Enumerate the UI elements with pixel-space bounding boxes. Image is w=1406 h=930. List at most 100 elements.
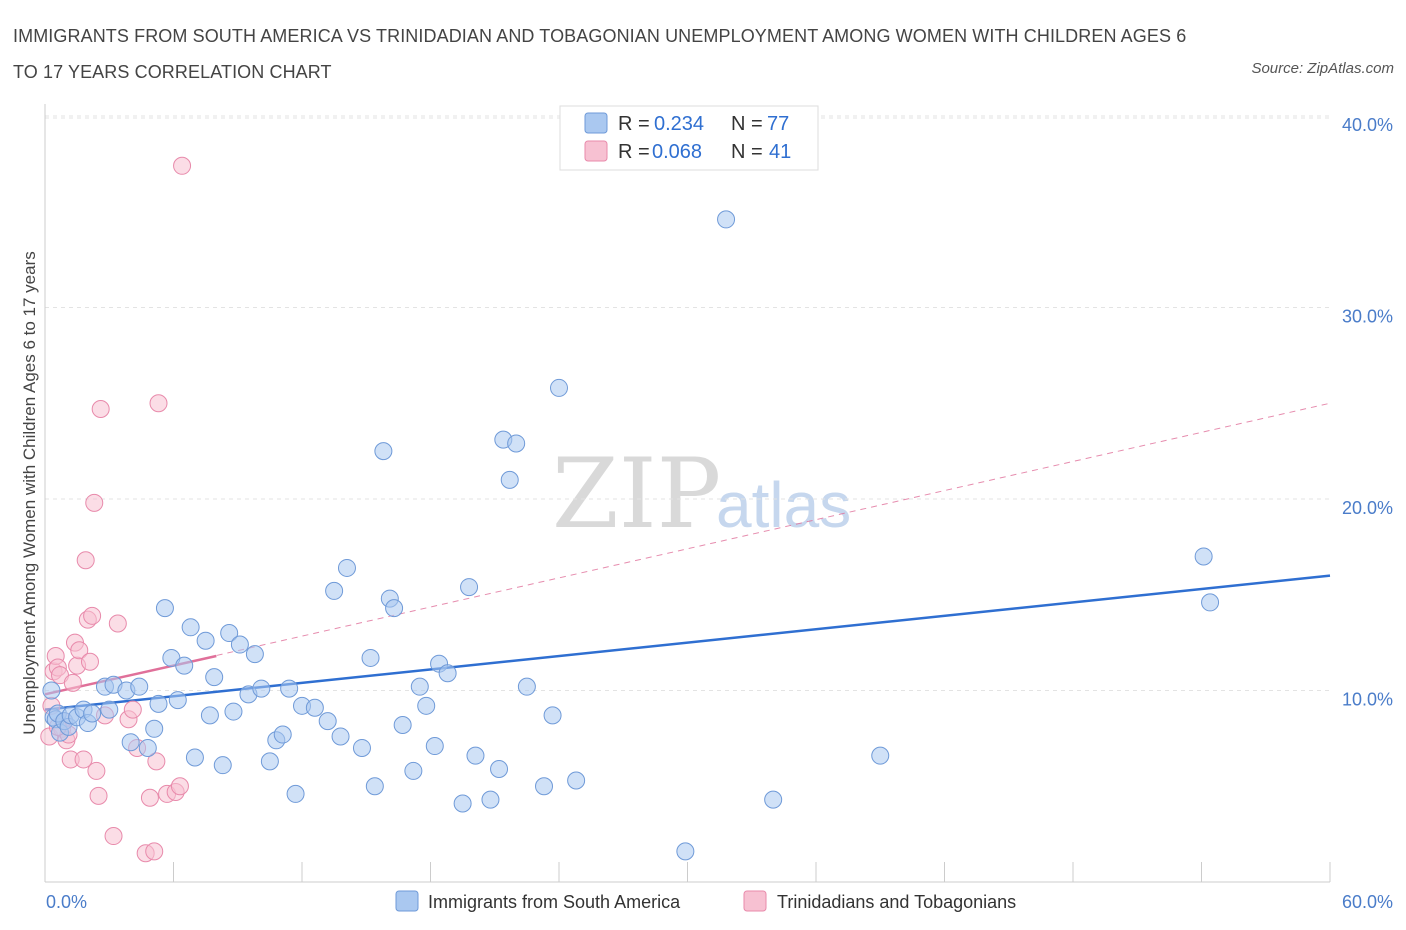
pink-point-34 <box>149 394 168 413</box>
blue-point-35 <box>245 645 264 664</box>
pink-point-26 <box>108 614 127 633</box>
blue-point-17 <box>130 677 149 696</box>
pink-point-31 <box>140 788 159 807</box>
pink-point-28 <box>123 700 142 719</box>
blue-point-55 <box>404 761 423 780</box>
legend-pink-r-value: 0.068 <box>652 141 702 163</box>
y-tick-labels: 10.0% 20.0% 30.0% 40.0% <box>1342 115 1393 710</box>
blue-point-71 <box>543 706 562 725</box>
blue-point-68 <box>507 434 526 453</box>
pink-point-23 <box>91 399 110 418</box>
blue-point-62 <box>460 578 479 597</box>
blue-point-11 <box>83 704 102 723</box>
blue-point-76 <box>764 790 783 809</box>
blue-point-53 <box>385 599 404 618</box>
blue-point-50 <box>365 777 384 796</box>
pink-point-11 <box>63 673 82 692</box>
correlation-legend: R = 0.234 N = 77 R = 0.068 N = 41 <box>559 105 819 171</box>
blue-point-60 <box>438 664 457 683</box>
legend-swatch-blue <box>584 112 608 134</box>
blue-point-16 <box>121 733 140 752</box>
blue-point-39 <box>273 725 292 744</box>
blue-point-26 <box>185 748 204 767</box>
blue-point-65 <box>490 760 509 779</box>
series-legend-swatch-blue <box>395 890 419 912</box>
blue-point-64 <box>481 790 500 809</box>
blue-point-43 <box>305 698 324 717</box>
blue-point-57 <box>417 696 436 715</box>
blue-point-46 <box>331 727 350 746</box>
blue-point-77 <box>871 746 890 765</box>
blue-series-points <box>42 210 1220 861</box>
blue-point-41 <box>286 784 305 803</box>
pink-point-37 <box>170 777 189 796</box>
pink-point-15 <box>74 750 93 769</box>
series-legend-blue-label: Immigrants from South America <box>428 892 681 912</box>
pink-point-22 <box>89 786 108 805</box>
blue-point-30 <box>213 756 232 775</box>
blue-point-21 <box>155 599 174 618</box>
blue-point-32 <box>224 702 243 721</box>
blue-point-78 <box>1194 547 1213 566</box>
blue-point-20 <box>149 694 168 713</box>
blue-point-54 <box>393 715 412 734</box>
gridlines <box>45 115 1330 691</box>
legend-blue-n-value: 77 <box>767 113 789 135</box>
blue-point-51 <box>374 442 393 461</box>
pink-series-points <box>40 156 192 863</box>
watermark: ZIP atlas <box>552 438 851 550</box>
y-tick-label-2: 30.0% <box>1342 307 1393 327</box>
blue-point-27 <box>196 631 215 650</box>
legend-swatch-pink <box>584 140 608 162</box>
pink-point-20 <box>85 493 104 512</box>
x-tick-label-0: 0.0% <box>46 892 87 912</box>
legend-pink-r-label: R = <box>618 141 650 163</box>
blue-point-19 <box>145 719 164 738</box>
blue-point-69 <box>517 677 536 696</box>
blue-point-74 <box>676 842 695 861</box>
pink-point-38 <box>173 156 192 175</box>
blue-point-13 <box>100 700 119 719</box>
source-credit: Source: ZipAtlas.com <box>1251 60 1394 77</box>
blue-point-48 <box>352 738 371 757</box>
pink-point-32 <box>145 842 164 861</box>
pink-point-33 <box>147 752 166 771</box>
axes <box>44 104 1331 883</box>
blue-point-18 <box>138 738 157 757</box>
legend-pink-n-value: 41 <box>769 141 791 163</box>
y-axis-label: Unemployment Among Women with Children A… <box>20 251 39 735</box>
watermark-zip: ZIP <box>552 438 721 550</box>
blue-point-24 <box>175 656 194 675</box>
legend-blue-r-label: R = <box>618 113 650 135</box>
blue-point-67 <box>500 470 519 489</box>
y-tick-label-0: 10.0% <box>1342 690 1393 710</box>
pink-point-19 <box>83 606 102 625</box>
blue-point-29 <box>205 668 224 687</box>
series-legend-pink-label: Trinidadians and Tobagonians <box>777 892 1016 912</box>
chart-title: IMMIGRANTS FROM SOUTH AMERICA VS TRINIDA… <box>13 26 1187 82</box>
pink-point-25 <box>104 827 123 846</box>
y-tick-label-1: 20.0% <box>1342 498 1393 518</box>
blue-point-45 <box>325 581 344 600</box>
blue-point-37 <box>260 752 279 771</box>
blue-point-58 <box>425 737 444 756</box>
blue-point-47 <box>337 558 356 577</box>
blue-point-23 <box>168 691 187 710</box>
pink-point-18 <box>80 652 99 671</box>
legend-pink-n-label: N = <box>731 141 763 163</box>
blue-point-56 <box>410 677 429 696</box>
blue-point-44 <box>318 712 337 731</box>
blue-point-33 <box>230 635 249 654</box>
blue-point-75 <box>717 210 736 229</box>
y-tick-label-3: 40.0% <box>1342 115 1393 135</box>
pink-point-14 <box>70 641 89 660</box>
legend-blue-n-label: N = <box>731 113 763 135</box>
blue-point-73 <box>567 771 586 790</box>
watermark-atlas: atlas <box>716 469 851 541</box>
blue-point-49 <box>361 648 380 667</box>
pink-point-16 <box>76 551 95 570</box>
blue-point-72 <box>550 378 568 397</box>
blue-point-28 <box>200 706 219 725</box>
blue-point-61 <box>453 794 472 813</box>
